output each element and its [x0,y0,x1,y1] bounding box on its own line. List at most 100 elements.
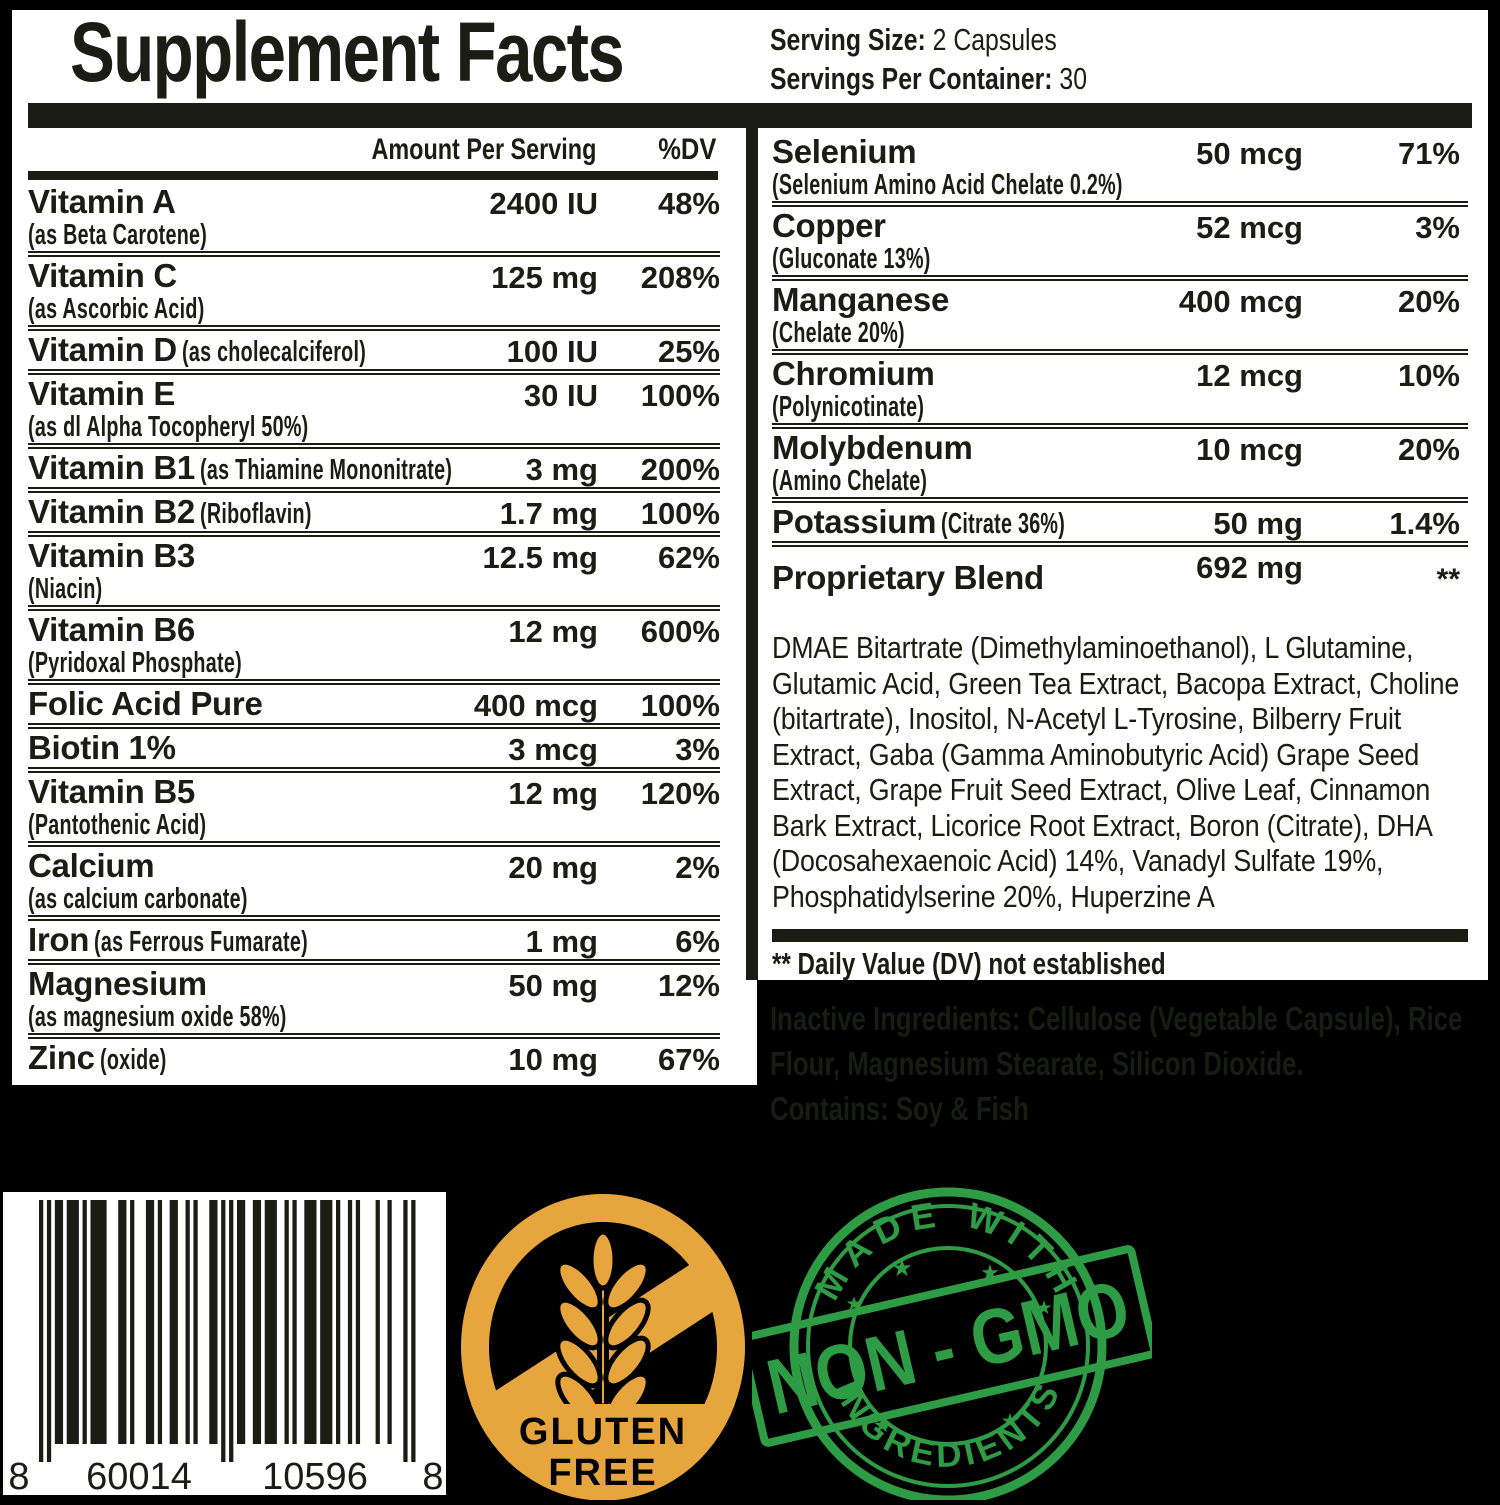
nutrient-row: Calcium 20 mg 2% (as calcium carbonate) [28,848,720,921]
nutrient-form: (Polynicotinate) [772,391,925,423]
nutrient-row: Vitamin B6 12 mg 600% (Pyridoxal Phosphate) [28,612,720,685]
nutrient-row: Vitamin A 2400 IU 48% (as Beta Carotene) [28,184,720,257]
stamp-inner-ring [848,1246,1048,1446]
nutrient-name: Potassium [772,503,937,540]
row-separator [772,275,1468,281]
row-separator [28,841,720,847]
row-separator [28,959,720,965]
nutrient-line: Zinc (oxide) 10 mg 67% [28,1040,720,1078]
nutrient-amount: 20 mg [508,850,598,885]
inactive-ingredients: Inactive Ingredients: Cellulose (Vegetab… [770,996,1472,1131]
nutrient-amount: 3 mg [525,452,598,487]
nutrient-form: (as calcium carbonate) [28,883,248,915]
dv-header: %DV [657,133,716,166]
column-header: Amount Per Serving %DV [28,133,718,167]
row-separator [28,487,720,493]
nutrient-line: Proprietary Blend 692 mg ** [772,548,1468,600]
row-separator [28,679,720,685]
nutrient-line: Magnesium 50 mg 12% [28,965,720,1004]
nutrient-line: Vitamin A 2400 IU 48% [28,183,720,222]
nutrient-row: Vitamin B3 12.5 mg 62% (Niacin) [28,538,720,611]
nutrient-name: Vitamin B3 [28,537,195,574]
row-separator [28,605,720,611]
column-header-rule [28,171,718,180]
nutrient-amount: 30 IU [523,378,598,413]
label-panel-right [757,10,1488,980]
nutrient-line: Vitamin E 30 IU 100% [28,375,720,414]
nutrient-amount: 3 mcg [508,732,598,767]
nutrient-form: (as cholecalciferol) [181,336,366,368]
nutrient-row: Copper 52 mcg 3% (Gluconate 13%) [772,208,1468,281]
nutrient-dv: 3% [1415,210,1460,245]
serving-info: Serving Size: 2 Capsules Servings Per Co… [770,20,1087,98]
nutrient-line: Biotin 1% 3 mcg 3% [28,730,720,768]
row-separator [772,201,1468,207]
nutrient-line: Selenium 50 mcg 71% [772,133,1468,172]
nutrient-amount: 50 mcg [1196,136,1303,171]
nutrient-name: Vitamin B5 [28,773,195,810]
barcode-graphic: 8 60014 10596 8 [3,1192,446,1498]
nutrient-table-left: Vitamin A 2400 IU 48% (as Beta Carotene) Vit… [28,184,720,1078]
servings-value: 30 [1059,61,1088,96]
dv-footnote: ** Daily Value (DV) not established [772,946,1166,981]
nutrient-name: Vitamin E [28,375,176,412]
nutrient-name: Magnesium [28,965,207,1002]
nutrient-dv: 100% [640,688,720,723]
nutrient-line: Copper 52 mcg 3% [772,208,1468,246]
nutrient-amount: 125 mg [491,260,598,295]
nutrient-form: (Selenium Amino Acid Chelate 0.2%) [772,169,1123,201]
nutrient-dv: 6% [675,924,720,959]
barcode-digits-group1: 60014 [86,1456,192,1495]
row-separator [772,423,1468,429]
label-panel-left [12,10,757,1085]
nutrient-row: Vitamin B1 (as Thiamine Mononitrate) 3 mg 2… [28,450,720,493]
row-separator [28,325,720,331]
stamp-middle-ring [806,1204,1090,1488]
nutrient-row: Selenium 50 mcg 71% (Selenium Amino Acid Ch… [772,134,1468,207]
nutrient-line: Vitamin D (as cholecalciferol) 100 IU 25% [28,331,720,370]
nutrient-line: Potassium (Citrate 36%) 50 mg 1.4% [772,503,1468,542]
nutrient-dv: 120% [640,776,720,811]
badge-bottom-chord [471,1404,735,1501]
nutrient-dv: 10% [1397,358,1460,393]
servings-per-container-line: Servings Per Container: 30 [770,59,1087,98]
nutrient-amount: 12 mg [508,614,598,649]
nutrient-name: Calcium [28,847,155,884]
nutrient-form: (Amino Chelate) [772,465,928,497]
nutrient-row: Vitamin D (as cholecalciferol) 100 IU 25% [28,332,720,375]
nutrient-name: Vitamin A [28,183,176,220]
nutrient-row: Vitamin E 30 IU 100% (as dl Alpha Tocophery… [28,376,720,449]
nutrient-line: Molybdenum 10 mcg 20% [772,429,1468,468]
nutrient-form: (Gluconate 13%) [772,243,931,275]
nutrient-name: Molybdenum [772,429,973,466]
nutrient-line: Vitamin B1 (as Thiamine Mononitrate) 3 mg 2… [28,450,720,488]
nutrient-line: Calcium 20 mg 2% [28,847,720,886]
nutrient-row: Biotin 1% 3 mcg 3% [28,730,720,773]
nutrient-row: Chromium 12 mcg 10% (Polynicotinate) [772,356,1468,429]
gluten-free-text-line2: FREE [548,1452,657,1494]
wheat-icon [555,1229,651,1425]
footnote-divider-bar [772,929,1468,942]
nutrient-name: Iron [28,921,90,958]
nutrient-line: Vitamin C 125 mg 208% [28,258,720,296]
gluten-free-graphic: GLUTEN FREE [461,1194,745,1501]
nutrient-amount: 1 mg [525,924,598,959]
nutrient-amount: 400 mcg [473,688,598,723]
nutrient-name: Vitamin B6 [28,611,195,648]
nutrient-name: Selenium [772,133,917,170]
nutrient-line: Vitamin B3 12.5 mg 62% [28,537,720,576]
nutrient-dv: 600% [640,614,720,649]
nutrient-name: Vitamin D [28,331,177,368]
gluten-free-badge: GLUTEN FREE [461,1194,745,1505]
nutrient-table-right: Selenium 50 mcg 71% (Selenium Amino Acid Ch… [772,134,1468,600]
nutrient-row: Magnesium 50 mg 12% (as magnesium oxide 58%… [28,966,720,1039]
nutrient-name: Manganese [772,281,950,318]
nutrient-line: Vitamin B2 (Riboflavin) 1.7 mg 100% [28,494,720,532]
nutrient-dv: 20% [1397,432,1460,467]
nutrient-dv: 100% [640,378,720,413]
nutrient-dv: 208% [640,260,720,295]
row-separator [28,531,720,537]
nutrient-name: Folic Acid Pure [28,685,263,722]
nutrient-dv: 67% [657,1042,720,1077]
